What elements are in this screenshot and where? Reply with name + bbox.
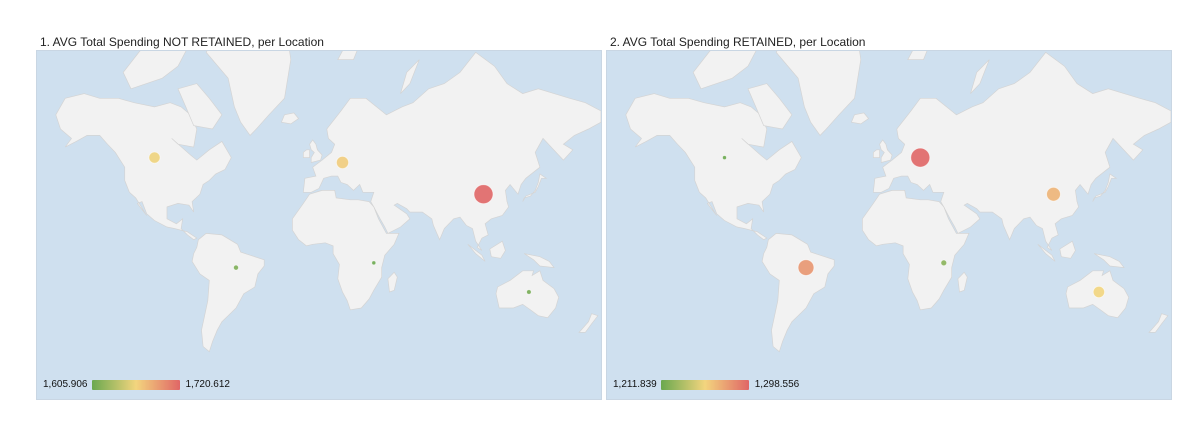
data-bubble-canada[interactable]: Canada	[722, 155, 727, 160]
land-iceland	[850, 112, 870, 125]
data-bubble-europe[interactable]: Europe	[335, 156, 349, 170]
land-britain	[879, 139, 893, 163]
color-legend: 1,605.906 1,720.612	[43, 379, 230, 390]
land-arctic-islands	[122, 51, 187, 90]
land-svalbard	[337, 51, 358, 60]
land-africa	[862, 190, 970, 311]
land-africa	[292, 190, 400, 311]
legend-gradient	[91, 379, 180, 390]
data-bubble-brazil[interactable]: Brazil	[797, 259, 815, 276]
land-madagascar	[387, 271, 398, 293]
color-legend: 1,211.839 1,298.556	[613, 379, 799, 390]
map-panel-retained: 2. AVG Total Spending RETAINED, per Loca…	[606, 32, 1172, 402]
data-bubble-china[interactable]: China	[473, 184, 494, 205]
land-novaya-zemlya	[400, 59, 420, 94]
legend-min-label: 1,605.906	[43, 379, 88, 390]
land-new-guinea	[1094, 253, 1125, 269]
land-eurasia	[302, 51, 601, 251]
data-bubble-china[interactable]: China	[1046, 186, 1061, 202]
land-australia	[495, 270, 560, 319]
land-layer	[55, 51, 601, 353]
bubble-layer: Canada Europe China Brazil Tanzania Australia	[148, 151, 532, 295]
data-bubble-tanzania[interactable]: Tanzania	[371, 260, 377, 266]
legend-max-label: 1,298.556	[754, 379, 800, 390]
legend-gradient	[660, 379, 749, 390]
land-layer	[625, 51, 1171, 353]
land-indonesia-borneo	[489, 240, 506, 259]
land-ireland	[302, 149, 310, 158]
map-panel-not-retained: 1. AVG Total Spending NOT RETAINED, per …	[36, 32, 602, 402]
land-south-america	[761, 233, 835, 353]
world-map-svg: Canada Europe China Brazil Tanzania Australia	[55, 51, 601, 353]
land-novaya-zemlya	[970, 59, 990, 94]
data-bubble-australia[interactable]: Australia	[526, 289, 532, 295]
land-baffin	[747, 83, 793, 130]
land-iceland	[280, 112, 300, 125]
land-greenland	[205, 51, 292, 136]
land-japan	[1092, 173, 1118, 202]
land-ireland	[872, 149, 880, 158]
legend-min-label: 1,211.839	[613, 379, 657, 390]
data-bubble-canada[interactable]: Canada	[148, 151, 161, 164]
land-madagascar	[957, 271, 968, 293]
land-indonesia-borneo	[1059, 240, 1076, 259]
bubble-layer: Canada Europe China Brazil Tanzania Australia	[722, 147, 1105, 299]
land-sumatra	[467, 244, 486, 262]
land-south-america	[191, 233, 265, 353]
land-new-zealand	[578, 313, 599, 333]
land-greenland	[775, 51, 862, 136]
land-eurasia	[872, 51, 1171, 251]
land-japan	[522, 173, 548, 202]
land-new-guinea	[524, 253, 555, 269]
legend-max-label: 1,720.612	[185, 379, 231, 390]
data-bubble-tanzania[interactable]: Tanzania	[940, 259, 948, 267]
land-sumatra	[1037, 244, 1056, 262]
world-map[interactable]: Canada Europe China Brazil Tanzania Australia…	[606, 50, 1172, 400]
land-baffin	[177, 83, 223, 130]
data-bubble-australia[interactable]: Australia	[1092, 285, 1105, 299]
land-britain	[309, 139, 323, 163]
data-bubble-europe[interactable]: Europe	[910, 147, 931, 168]
land-arctic-islands	[692, 51, 757, 90]
data-bubble-brazil[interactable]: Brazil	[233, 264, 239, 271]
map-title: 2. AVG Total Spending RETAINED, per Loca…	[610, 35, 866, 49]
land-new-zealand	[1148, 313, 1169, 333]
world-map-svg: Canada Europe China Brazil Tanzania Australia	[625, 51, 1171, 353]
map-title: 1. AVG Total Spending NOT RETAINED, per …	[40, 35, 324, 49]
land-svalbard	[907, 51, 928, 60]
world-map[interactable]: Canada Europe China Brazil Tanzania Australia…	[36, 50, 602, 400]
